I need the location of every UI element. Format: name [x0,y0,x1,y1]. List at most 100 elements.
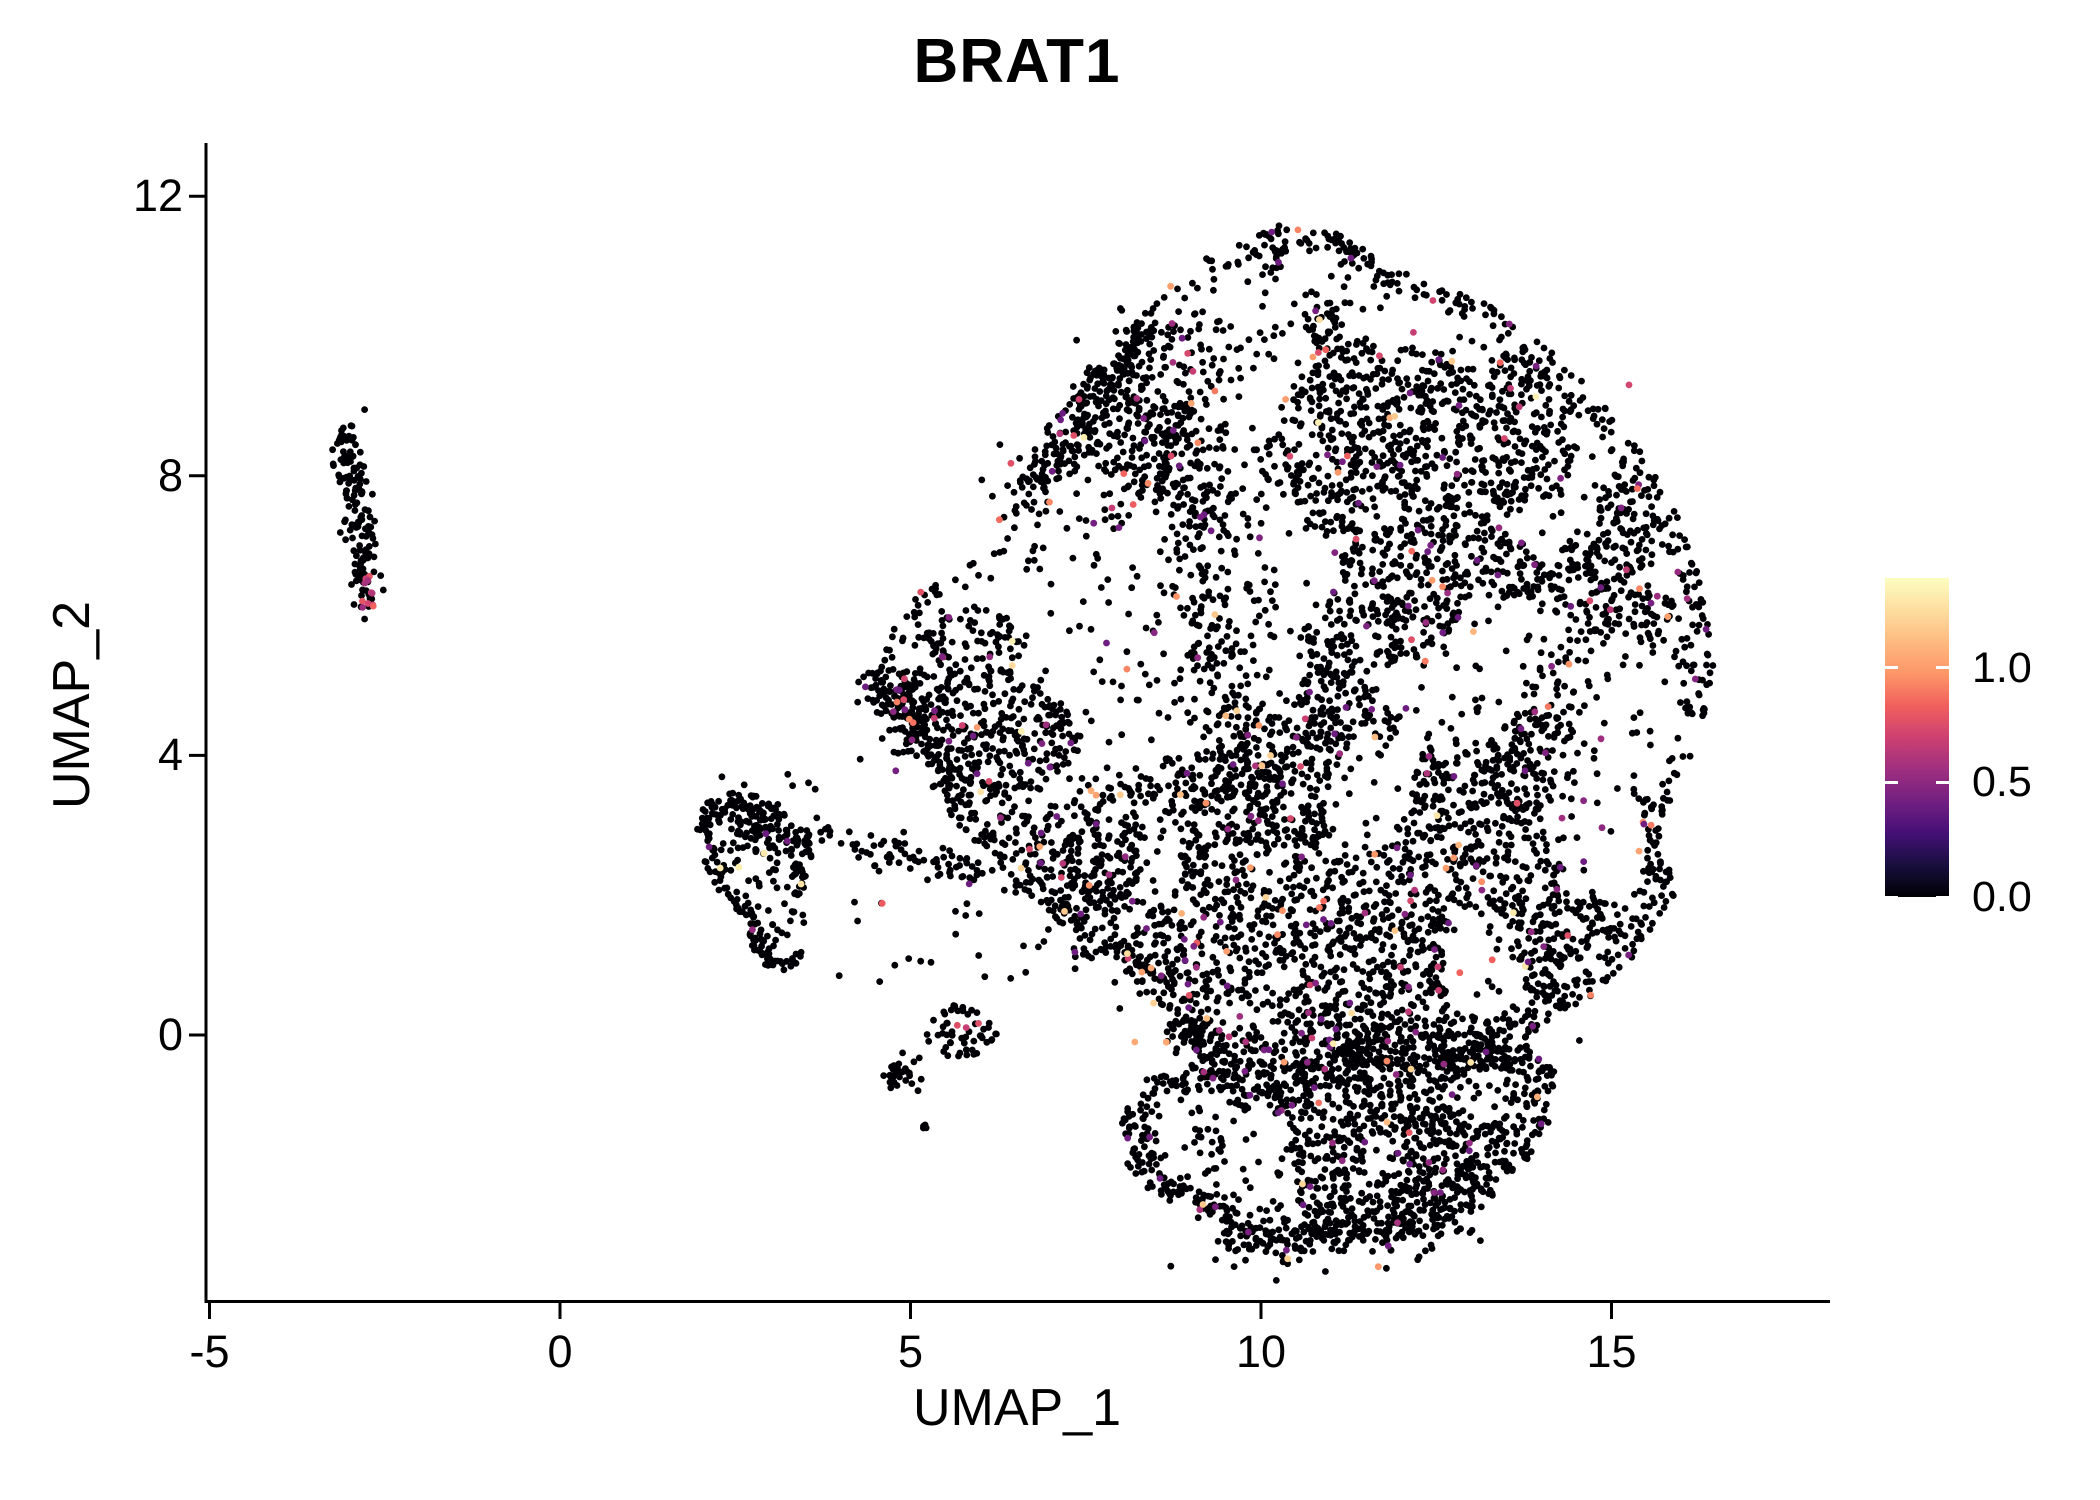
data-point [1453,759,1461,767]
data-point [1034,684,1041,691]
data-point [1330,527,1337,535]
data-point [1255,612,1263,620]
data-point [1287,790,1295,797]
data-point [1176,925,1184,933]
data-point [1641,487,1648,494]
data-point [1503,550,1510,558]
data-point [1663,788,1671,796]
data-point [945,653,952,661]
data-point [1613,491,1620,499]
data-point [1515,449,1523,456]
data-point [1179,430,1187,437]
data-point [1501,1037,1509,1045]
data-point [1379,561,1387,568]
data-point [1532,446,1540,453]
data-point [1630,947,1638,955]
data-point [1352,616,1359,624]
data-point [1329,435,1337,442]
data-point [1443,597,1451,604]
data-point [1587,544,1595,552]
data-point [1302,525,1310,532]
data-point [1265,350,1273,358]
data-point [932,645,940,653]
data-point [1159,762,1167,770]
data-point [1306,459,1314,467]
data-point [983,741,990,749]
data-point [1045,703,1053,711]
data-point [1132,813,1139,820]
data-point [1518,459,1525,466]
data-point [1337,376,1345,384]
data-point [1338,732,1345,739]
data-point [1542,721,1550,729]
data-point [1148,736,1155,744]
data-point [1365,970,1373,978]
data-point [1283,884,1290,891]
data-point [1496,396,1504,404]
data-point [1389,865,1397,872]
data-point [1305,722,1313,730]
data-point [903,613,911,620]
data-point [1373,963,1381,971]
data-point [1264,829,1272,836]
data-point [1065,893,1072,901]
data-point [1118,731,1126,739]
data-point [1164,714,1172,721]
data-point [1298,803,1305,811]
data-point [1027,778,1035,785]
data-point [1422,862,1429,870]
data-point [1651,842,1658,849]
data-point [1654,515,1661,523]
data-point [1419,351,1426,358]
data-point [1170,906,1178,914]
data-point [1168,985,1175,993]
data-point [1151,498,1159,506]
data-point [1363,373,1370,381]
data-point [1425,367,1433,375]
data-point [1448,381,1455,389]
data-point [890,625,898,633]
data-point [1159,405,1167,413]
data-point [1359,472,1367,480]
data-point [1030,556,1038,564]
data-point [1500,594,1507,601]
data-point [1434,384,1441,392]
data-point [1548,484,1556,492]
data-point [1262,504,1270,511]
data-point [1008,698,1015,705]
data-point [1532,409,1540,416]
data-point [975,837,982,845]
data-point [1229,863,1236,870]
data-point [1348,914,1356,922]
data-point [1398,918,1406,926]
data-point [1215,878,1223,885]
data-point [983,821,991,828]
data-point [1269,1018,1277,1025]
data-point [1593,694,1600,701]
data-point [1116,884,1124,891]
data-point [1398,479,1406,486]
data-point [1204,632,1211,640]
data-point [1614,473,1622,481]
data-point [1533,338,1541,346]
data-point [1232,947,1240,955]
data-point [1101,466,1108,473]
data-point [1642,546,1650,554]
data-point [1157,903,1165,911]
data-point [1115,771,1123,779]
data-point [1619,661,1627,669]
data-point [1596,496,1603,503]
data-point [1305,997,1312,1005]
data-point [1546,410,1553,417]
data-point [1601,954,1609,962]
data-point [1421,802,1429,810]
data-point [1518,375,1526,383]
data-point [1419,971,1427,978]
data-point [1614,911,1621,918]
data-point [1245,958,1253,966]
data-point [1539,828,1547,836]
data-point [920,634,928,642]
data-point [1422,557,1429,565]
data-point [974,607,982,614]
data-point [1561,954,1568,961]
